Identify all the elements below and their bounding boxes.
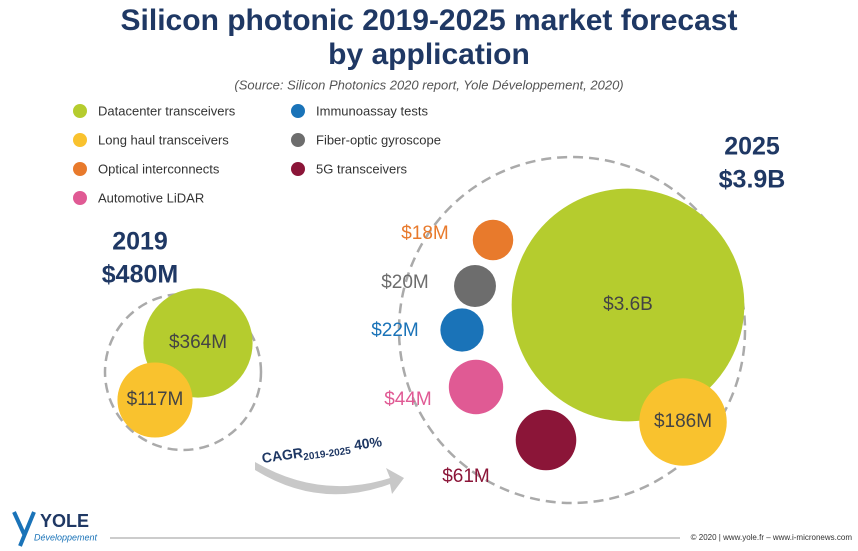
legend-swatch bbox=[291, 133, 305, 147]
legend-label: Optical interconnects bbox=[98, 161, 220, 176]
value-label: $3.6B bbox=[603, 294, 653, 315]
subtitle: (Source: Silicon Photonics 2020 report, … bbox=[234, 77, 623, 92]
value-label: $61M bbox=[442, 466, 490, 487]
cagr-label: CAGR bbox=[261, 444, 304, 466]
value-label: $18M bbox=[401, 223, 449, 244]
logo-mark bbox=[12, 511, 36, 547]
bubble bbox=[472, 219, 514, 261]
growth-arrow bbox=[255, 462, 404, 495]
title-line: Silicon photonic 2019-2025 market foreca… bbox=[121, 4, 738, 37]
legend-swatch bbox=[73, 133, 87, 147]
value-label: $20M bbox=[381, 272, 429, 293]
legend-swatch bbox=[291, 162, 305, 176]
value-label: $22M bbox=[371, 320, 419, 341]
legend-label: Datacenter transceivers bbox=[98, 103, 236, 118]
bubble bbox=[440, 308, 484, 352]
legend-swatch bbox=[73, 191, 87, 205]
footer: © 2020 | www.yole.fr – www.i-micronews.c… bbox=[691, 533, 853, 542]
legend-swatch bbox=[73, 104, 87, 118]
total: $480M bbox=[102, 261, 178, 289]
legend-label: Immunoassay tests bbox=[316, 103, 428, 118]
bubble bbox=[454, 265, 496, 307]
legend-label: Fiber-optic gyroscope bbox=[316, 132, 441, 147]
logo-tagline: Développement bbox=[34, 532, 98, 542]
cagr-period: 2019-2025 bbox=[303, 445, 352, 463]
cagr: CAGR2019-202540% bbox=[261, 433, 384, 469]
bubble bbox=[515, 409, 577, 471]
year: 2025 bbox=[724, 133, 780, 161]
legend-label: Long haul transceivers bbox=[98, 132, 229, 147]
title-line: by application bbox=[328, 38, 530, 71]
total: $3.9B bbox=[719, 166, 786, 194]
logo-name: YOLE bbox=[40, 511, 89, 531]
bubble bbox=[448, 359, 504, 415]
legend-label: 5G transceivers bbox=[316, 161, 408, 176]
value-label: $364M bbox=[169, 332, 227, 353]
group-outline bbox=[103, 292, 263, 452]
legend-swatch bbox=[73, 162, 87, 176]
value-label: $186M bbox=[654, 411, 712, 432]
value-label: $44M bbox=[384, 389, 432, 410]
bubble bbox=[511, 188, 745, 422]
legend-label: Automotive LiDAR bbox=[98, 190, 204, 205]
bubble bbox=[117, 362, 193, 438]
cagr-value: 40% bbox=[353, 433, 384, 453]
legend-swatch bbox=[291, 104, 305, 118]
value-label: $117M bbox=[127, 389, 184, 410]
group-outline bbox=[397, 155, 747, 505]
year: 2019 bbox=[112, 228, 168, 256]
bubble bbox=[639, 378, 727, 466]
